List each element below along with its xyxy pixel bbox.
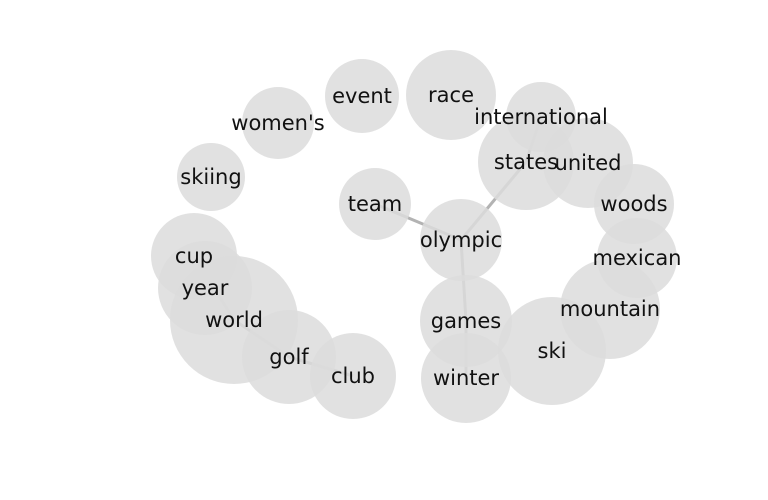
node-label-winter: winter [433,366,499,390]
node-label-mexican: mexican [593,246,682,270]
node-label-team: team [348,192,402,216]
node-circle-womens [242,87,314,159]
node-label-games: games [431,309,502,333]
node-label-world: world [205,308,263,332]
node-label-event: event [332,84,392,108]
node-label-united: united [555,151,622,175]
node-label-year: year [182,276,229,300]
node-circle-ski [498,297,606,405]
node-label-states: states [494,150,558,174]
node-circle-team [339,168,411,240]
node-circle-race [406,50,496,140]
node-label-international: international [474,105,608,129]
node-label-woods: woods [600,192,667,216]
node-circle-olympic [420,199,502,281]
nodes-layer [151,50,677,423]
node-label-mountain: mountain [560,297,660,321]
node-label-olympic: olympic [420,228,502,252]
node-label-race: race [428,83,474,107]
node-label-skiing: skiing [180,165,241,189]
node-circle-skiing [177,143,245,211]
node-label-cup: cup [175,244,213,268]
node-label-club: club [331,364,375,388]
node-circle-event [325,59,399,133]
node-circle-winter [421,333,511,423]
node-circle-club [310,333,396,419]
node-label-ski: ski [538,339,567,363]
node-label-womens: women's [231,111,324,135]
labels-layer: race event women's international statesunite… [175,83,682,390]
node-label-golf: golf [269,345,309,369]
